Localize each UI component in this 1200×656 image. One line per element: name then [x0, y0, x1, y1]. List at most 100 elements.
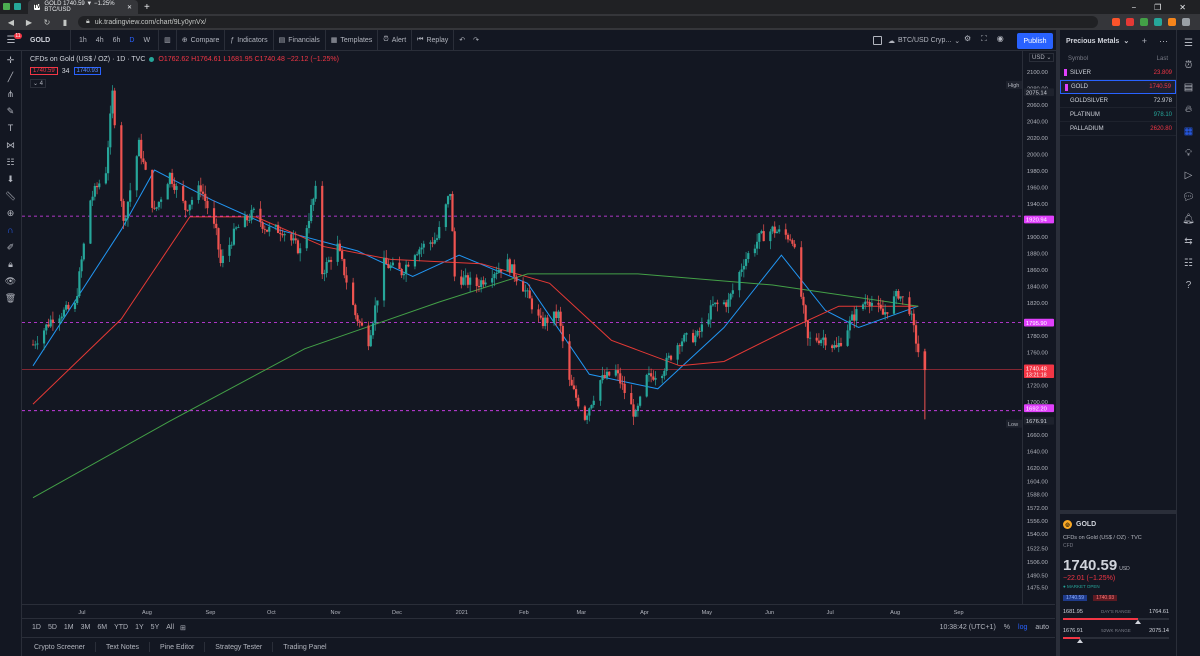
- alerts-icon[interactable]: ⏰︎: [1184, 59, 1193, 71]
- flag-icon[interactable]: [1065, 83, 1068, 91]
- financials-button[interactable]: ▤ Financials: [272, 29, 325, 51]
- settings-gear-icon[interactable]: ⚙: [964, 34, 972, 43]
- menu-icon[interactable]: ☰: [6, 34, 16, 46]
- chats-icon[interactable]: 💬︎: [1182, 191, 1195, 203]
- detail-symbol[interactable]: GOLD: [1076, 521, 1097, 528]
- fullscreen-icon[interactable]: ⛶: [981, 34, 987, 43]
- auto-toggle[interactable]: auto: [1035, 624, 1049, 631]
- calendar-icon[interactable]: ▦: [1183, 125, 1194, 137]
- range-5y[interactable]: 5Y: [150, 624, 160, 631]
- forward-icon[interactable]: ▶: [25, 17, 33, 27]
- add-symbol-icon[interactable]: +: [1141, 35, 1147, 46]
- bottom-tab[interactable]: Strategy Tester: [215, 643, 263, 651]
- interval-4h[interactable]: 4h: [95, 36, 104, 44]
- brave-icon[interactable]: [1112, 18, 1120, 26]
- sell-price-button[interactable]: 1740.59: [30, 67, 58, 75]
- range-1d[interactable]: 1D: [32, 624, 41, 631]
- replay-button[interactable]: ⏮ Replay: [411, 29, 453, 51]
- symbol-search[interactable]: GOLD: [30, 36, 51, 44]
- pitchfork-icon[interactable]: ⋔: [6, 88, 15, 99]
- templates-button[interactable]: ▦ Templates: [324, 29, 378, 51]
- column-symbol[interactable]: Symbol: [1068, 56, 1089, 62]
- watchlist-row[interactable]: GOLDSILVER 72.978: [1060, 94, 1176, 108]
- watchlist-row[interactable]: SILVER 23.809: [1060, 66, 1176, 80]
- camera-icon[interactable]: ◉: [996, 34, 1004, 43]
- flag-icon[interactable]: [1064, 97, 1067, 104]
- chart-type-icon[interactable]: ▥: [158, 29, 176, 51]
- browser-tab[interactable]: TV GOLD 1740.59 ▼ −1.25% BTC/USD ✕: [28, 0, 138, 14]
- help-icon[interactable]: ?: [1185, 279, 1192, 291]
- new-tab-button[interactable]: +: [144, 1, 150, 13]
- indicators-collapse-button[interactable]: ⌄ 4: [30, 79, 46, 88]
- compare-symbol-select[interactable]: ☁ BTC/USD Cryp... ⌄: [888, 34, 962, 47]
- magnet-icon[interactable]: ∩: [7, 225, 14, 235]
- trendline-icon[interactable]: ╱: [7, 71, 14, 82]
- hotlist-icon[interactable]: 🔥︎: [1184, 103, 1193, 115]
- notifications-icon[interactable]: 🔔︎: [1182, 213, 1195, 225]
- range-ytd[interactable]: YTD: [114, 624, 129, 631]
- stay-drawing-icon[interactable]: ✐: [6, 241, 15, 252]
- dom-icon[interactable]: ☷: [1184, 257, 1193, 269]
- indicators-button[interactable]: ƒ Indicators: [224, 29, 272, 51]
- bottom-tab[interactable]: Text Notes: [105, 643, 140, 651]
- price-axis[interactable]: 2100.002080.002060.002040.002020.002000.…: [1022, 51, 1055, 604]
- layout-icon[interactable]: [873, 36, 882, 45]
- extension-icon[interactable]: [1126, 18, 1134, 26]
- undo-icon[interactable]: ↶: [453, 29, 470, 51]
- bookmark-icon[interactable]: ▮: [62, 17, 68, 27]
- bottom-tab[interactable]: Trading Panel: [283, 643, 327, 651]
- back-icon[interactable]: ◀: [7, 17, 15, 27]
- watchlist-row[interactable]: PALLADIUM 2620.80: [1060, 122, 1176, 136]
- text-icon[interactable]: T: [7, 123, 14, 133]
- url-field[interactable]: 🔒︎ uk.tradingview.com/chart/9Ly0ynVx/: [78, 16, 1098, 28]
- range-1m[interactable]: 1M: [63, 624, 74, 631]
- goto-date-icon[interactable]: ⊞: [180, 624, 186, 632]
- ruler-icon[interactable]: 📏︎: [4, 190, 17, 201]
- brush-icon[interactable]: ✎: [6, 105, 15, 116]
- window-minimize-button[interactable]: −: [1131, 2, 1137, 12]
- alert-button[interactable]: ⏰︎ Alert: [377, 29, 411, 51]
- compare-button[interactable]: ⊕ Compare: [175, 29, 225, 51]
- bottom-tab[interactable]: Crypto Screener: [34, 643, 85, 651]
- log-toggle[interactable]: log: [1018, 624, 1028, 631]
- window-maximize-button[interactable]: ❐: [1154, 2, 1162, 12]
- range-all[interactable]: All: [166, 624, 175, 631]
- watchlist-row[interactable]: GOLD 1740.59: [1060, 80, 1176, 94]
- extension-icon[interactable]: [1182, 18, 1190, 26]
- range-3m[interactable]: 3M: [80, 624, 91, 631]
- ideas-icon[interactable]: 💡︎: [1185, 147, 1192, 159]
- interval-w[interactable]: W: [143, 36, 151, 44]
- flag-icon[interactable]: [1064, 111, 1067, 118]
- currency-select[interactable]: USD ⌄: [1029, 53, 1055, 62]
- watchlist-icon[interactable]: ☰: [1184, 37, 1193, 49]
- column-last[interactable]: Last: [1156, 56, 1168, 62]
- extension-icon[interactable]: [1140, 18, 1148, 26]
- app-icon[interactable]: [3, 3, 10, 10]
- chevron-down-icon[interactable]: ⌄: [1123, 38, 1130, 45]
- flag-icon[interactable]: [1064, 69, 1067, 76]
- data-window-icon[interactable]: ▤: [1183, 81, 1194, 93]
- detail-ask[interactable]: 1740.93: [1093, 595, 1118, 601]
- window-close-button[interactable]: ✕: [1179, 2, 1186, 12]
- interval-6h[interactable]: 6h: [112, 36, 121, 44]
- price-chart[interactable]: High Low: [22, 51, 1022, 604]
- interval-d[interactable]: D: [129, 36, 135, 44]
- time-axis[interactable]: Jul Aug Sep Oct Nov Dec 2021 Feb Mar Apr May Jun Jul…: [22, 604, 1055, 618]
- zoom-icon[interactable]: ⊕: [6, 207, 15, 218]
- publish-button[interactable]: Publish: [1017, 33, 1053, 49]
- watchlist-title[interactable]: Precious Metals: [1066, 37, 1120, 45]
- tab-close-icon[interactable]: ✕: [126, 4, 132, 11]
- extension-icon[interactable]: [1154, 18, 1162, 26]
- interval-1h[interactable]: 1h: [79, 36, 87, 44]
- metamask-icon[interactable]: [1168, 18, 1176, 26]
- redo-icon[interactable]: ↷: [473, 37, 480, 44]
- trash-icon[interactable]: 🗑︎: [4, 292, 17, 303]
- detail-bid[interactable]: 1740.59: [1063, 595, 1088, 601]
- watchlist-row[interactable]: PLATINUM 978.10: [1060, 108, 1176, 122]
- pattern-icon[interactable]: ⋈: [6, 139, 15, 150]
- range-1y[interactable]: 1Y: [135, 624, 144, 631]
- clock-label[interactable]: 10:38:42 (UTC+1): [939, 624, 996, 631]
- buy-price-button[interactable]: 1740.93: [73, 67, 102, 75]
- crosshair-icon[interactable]: ✛: [6, 54, 15, 65]
- more-icon[interactable]: ⋯: [1159, 35, 1168, 46]
